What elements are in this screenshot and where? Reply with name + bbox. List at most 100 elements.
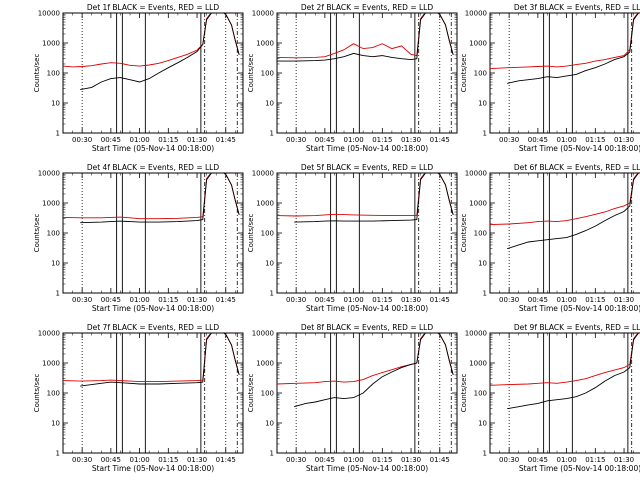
y-tick-label: 10 <box>478 420 487 428</box>
x-tick-label: 01:00 <box>130 456 150 464</box>
y-axis-label: Counts/sec <box>247 54 255 93</box>
y-tick-label: 10000 <box>38 10 60 18</box>
events-series-line <box>507 13 640 84</box>
panel-title: Det 8f BLACK = Events, RED = LLD <box>301 323 434 332</box>
y-tick-label: 10 <box>265 420 274 428</box>
x-tick-label: 00:45 <box>528 456 548 464</box>
x-tick-label: 01:30 <box>614 296 634 304</box>
x-tick-label: 01:00 <box>344 296 364 304</box>
events-series-line <box>294 333 454 408</box>
x-axis-label: Start Time (05-Nov-14 00:18:00) <box>306 464 428 473</box>
y-tick-label: 10 <box>478 100 487 108</box>
events-series-line <box>80 173 240 224</box>
x-tick-label: 01:15 <box>372 296 392 304</box>
y-tick-label: 100 <box>474 230 487 238</box>
y-tick-label: 10 <box>265 100 274 108</box>
y-tick-label: 1000 <box>469 360 487 368</box>
x-tick-label: 01:00 <box>344 136 364 144</box>
plot-frame <box>276 332 458 454</box>
x-tick-label: 01:15 <box>372 456 392 464</box>
y-tick-label: 100 <box>474 70 487 78</box>
y-axis-label: Counts/sec <box>33 374 41 413</box>
x-tick-label: 01:30 <box>401 296 421 304</box>
lld-series-line <box>490 13 639 70</box>
lld-series-line <box>490 333 639 386</box>
lld-series-line <box>277 173 454 217</box>
events-series-line <box>507 173 640 250</box>
lld-series-line <box>63 173 240 220</box>
y-tick-label: 10 <box>478 260 487 268</box>
lld-series-line <box>490 173 639 226</box>
y-tick-label: 10000 <box>465 170 487 178</box>
y-tick-label: 1 <box>270 130 274 138</box>
y-axis-label: Counts/sec <box>460 374 468 413</box>
events-series-line <box>507 333 640 410</box>
x-tick-label: 00:45 <box>101 136 121 144</box>
x-tick-label: 00:30 <box>499 456 519 464</box>
panel-title: Det 4f BLACK = Events, RED = LLD <box>87 163 220 172</box>
events-series-line <box>80 333 240 387</box>
y-axis-label: Counts/sec <box>247 214 255 253</box>
plot-frame <box>489 332 640 454</box>
events-series-line <box>277 13 454 62</box>
y-tick-label: 100 <box>47 70 60 78</box>
x-tick-label: 01:15 <box>585 456 605 464</box>
y-tick-label: 1 <box>483 450 487 458</box>
x-tick-label: 01:30 <box>401 456 421 464</box>
plot-frame <box>276 172 458 294</box>
y-tick-label: 1 <box>56 450 60 458</box>
x-tick-label: 00:45 <box>315 296 335 304</box>
x-tick-label: 01:00 <box>557 456 577 464</box>
panel-title: Det 7f BLACK = Events, RED = LLD <box>87 323 220 332</box>
x-tick-label: 01:00 <box>557 136 577 144</box>
x-tick-label: 01:15 <box>158 136 178 144</box>
y-axis-label: Counts/sec <box>33 54 41 93</box>
y-axis-label: Counts/sec <box>33 214 41 253</box>
y-tick-label: 10000 <box>252 10 274 18</box>
x-tick-label: 01:30 <box>401 136 421 144</box>
y-tick-label: 1 <box>56 290 60 298</box>
x-axis-label: Start Time (05-Nov-14 00:18:00) <box>92 144 214 153</box>
y-tick-label: 1 <box>483 130 487 138</box>
x-tick-label: 00:30 <box>499 136 519 144</box>
x-axis-label: Start Time (05-Nov-14 00:18:00) <box>306 144 428 153</box>
x-tick-label: 01:30 <box>187 296 207 304</box>
x-tick-label: 01:30 <box>187 136 207 144</box>
x-tick-label: 01:00 <box>557 296 577 304</box>
x-tick-label: 00:45 <box>101 296 121 304</box>
x-tick-label: 01:15 <box>585 296 605 304</box>
x-tick-label: 01:45 <box>430 296 450 304</box>
y-tick-label: 100 <box>261 70 274 78</box>
y-tick-label: 100 <box>261 230 274 238</box>
y-tick-label: 100 <box>474 390 487 398</box>
y-tick-label: 10000 <box>38 170 60 178</box>
plot-frame <box>62 12 244 134</box>
x-axis-label: Start Time (05-Nov-14 00:18:00) <box>519 304 640 313</box>
x-tick-label: 01:45 <box>430 136 450 144</box>
plot-frame <box>62 172 244 294</box>
y-axis-label: Counts/sec <box>460 54 468 93</box>
y-tick-label: 100 <box>261 390 274 398</box>
x-tick-label: 01:00 <box>344 456 364 464</box>
y-tick-label: 1000 <box>42 40 60 48</box>
y-tick-label: 100 <box>47 390 60 398</box>
y-tick-label: 10 <box>51 420 60 428</box>
y-tick-label: 1000 <box>42 360 60 368</box>
x-tick-label: 00:30 <box>72 456 92 464</box>
y-tick-label: 1000 <box>256 360 274 368</box>
x-tick-label: 00:30 <box>286 296 306 304</box>
y-tick-label: 10000 <box>252 330 274 338</box>
x-tick-label: 01:15 <box>158 296 178 304</box>
x-axis-label: Start Time (05-Nov-14 00:18:00) <box>306 304 428 313</box>
x-tick-label: 01:45 <box>216 456 236 464</box>
lld-series-line <box>277 333 454 385</box>
x-tick-label: 01:15 <box>585 136 605 144</box>
y-tick-label: 100 <box>47 230 60 238</box>
x-axis-label: Start Time (05-Nov-14 00:18:00) <box>92 304 214 313</box>
x-tick-label: 01:45 <box>430 456 450 464</box>
x-tick-label: 00:45 <box>315 456 335 464</box>
x-tick-label: 00:45 <box>315 136 335 144</box>
y-tick-label: 10 <box>265 260 274 268</box>
y-axis-label: Counts/sec <box>247 374 255 413</box>
